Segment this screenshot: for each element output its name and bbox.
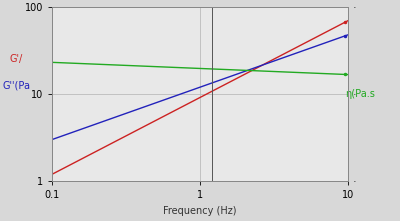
- X-axis label: Frequency (Hz): Frequency (Hz): [163, 206, 237, 216]
- Y-axis label: η(Pa.s: η(Pa.s: [345, 89, 375, 99]
- Text: G'/: G'/: [10, 54, 23, 64]
- Text: G''(Pa: G''(Pa: [2, 80, 30, 90]
